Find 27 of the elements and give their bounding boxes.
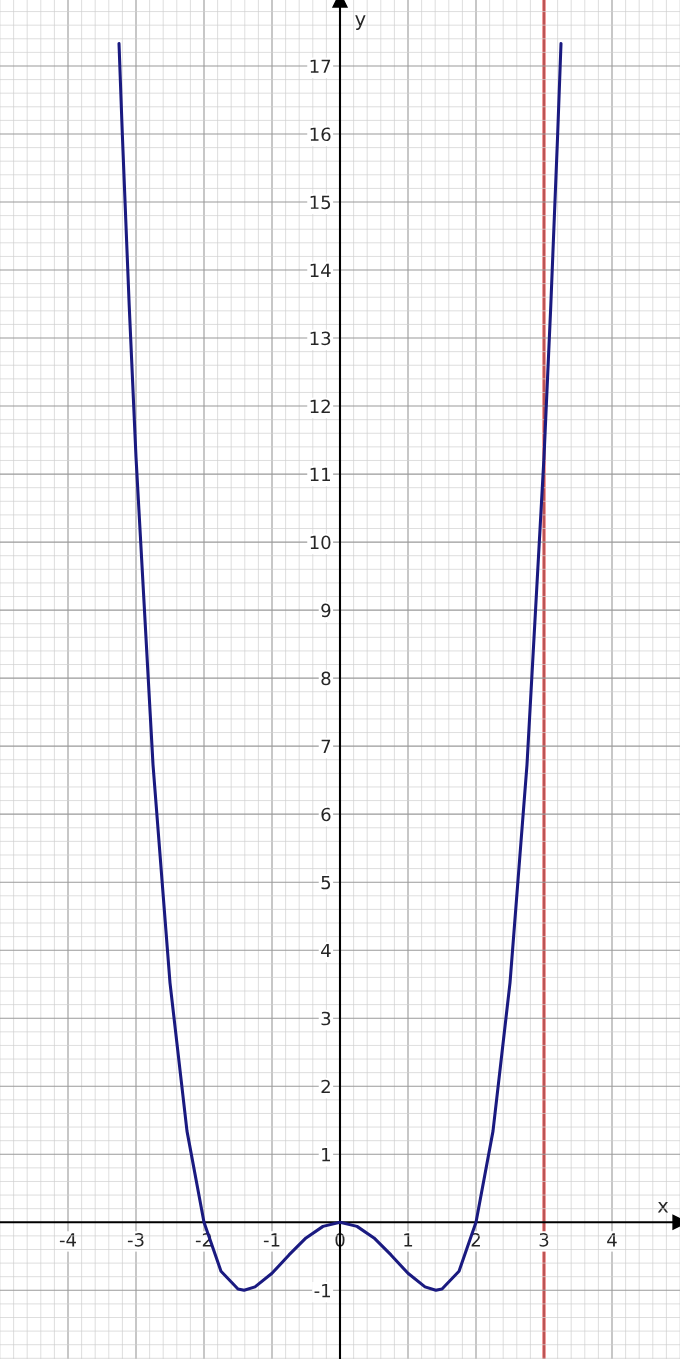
x-tick-label: -4 xyxy=(59,1233,76,1247)
y-axis-title: y xyxy=(355,15,366,30)
y-tick-label: 8 xyxy=(321,671,331,686)
y-tick-label: -1 xyxy=(314,1284,330,1298)
x-tick-label: 3 xyxy=(539,1233,549,1247)
x-tick-label: -3 xyxy=(127,1233,144,1247)
x-tick-label: 1 xyxy=(404,1233,413,1247)
y-tick-label: 16 xyxy=(310,127,331,142)
y-tick-label: 2 xyxy=(321,1079,330,1094)
y-tick-label: 17 xyxy=(310,59,331,73)
y-tick-label: 1 xyxy=(322,1147,330,1162)
x-tick-label: 2 xyxy=(471,1233,480,1247)
y-tick-label: 12 xyxy=(310,399,330,413)
y-tick-label: 6 xyxy=(321,807,331,822)
x-tick-label: -1 xyxy=(263,1233,280,1247)
y-tick-label: 13 xyxy=(310,331,331,346)
y-tick-label: 9 xyxy=(321,603,331,618)
y-tick-label: 15 xyxy=(310,195,331,210)
x-axis-title: x xyxy=(657,1201,669,1213)
y-tick-label: 5 xyxy=(321,875,331,890)
y-tick-label: 11 xyxy=(310,467,330,481)
y-tick-label: 4 xyxy=(321,943,331,958)
x-tick-label: 4 xyxy=(607,1233,617,1247)
y-tick-label: 14 xyxy=(310,263,331,277)
y-tick-label: 7 xyxy=(321,739,331,754)
y-tick-label: 10 xyxy=(310,535,331,550)
y-tick-label: 3 xyxy=(321,1011,331,1026)
